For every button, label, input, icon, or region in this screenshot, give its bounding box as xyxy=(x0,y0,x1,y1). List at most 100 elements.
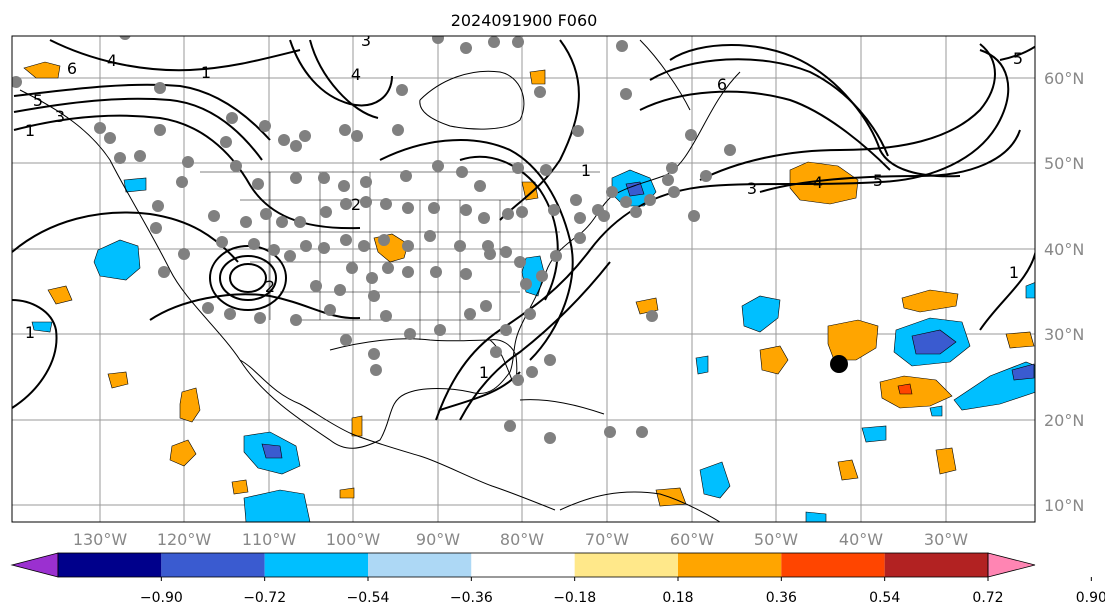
cold-anomaly xyxy=(1025,282,1035,299)
contour-label: 2 xyxy=(265,277,275,296)
station-dot xyxy=(378,234,390,246)
station-dot xyxy=(512,162,524,174)
station-dot xyxy=(318,242,330,254)
colorbar-segment xyxy=(264,553,368,577)
station-dot xyxy=(724,144,736,156)
station-dot xyxy=(290,172,302,184)
station-dot xyxy=(158,266,170,278)
station-dot xyxy=(544,354,556,366)
warm-anomaly xyxy=(351,415,363,437)
station-dot xyxy=(604,426,616,438)
station-dot xyxy=(432,160,444,172)
hudson-bay xyxy=(419,70,525,130)
latitude-label: 40°N xyxy=(1044,240,1084,259)
warm-anomaly xyxy=(231,479,249,495)
colorbar-segment xyxy=(161,553,265,577)
latitude-label: 30°N xyxy=(1044,325,1084,344)
colorbar-tick-label: −0.72 xyxy=(243,590,286,606)
warm-anomaly xyxy=(1005,331,1035,349)
station-dot xyxy=(320,206,332,218)
station-dot xyxy=(382,262,394,274)
colorbar-segment xyxy=(884,553,988,577)
station-dot xyxy=(620,88,632,100)
station-dot xyxy=(360,196,372,208)
cold-anomaly xyxy=(699,461,731,499)
colorbar-segment xyxy=(471,553,575,577)
contour-label: 3 xyxy=(747,179,757,198)
closed-low xyxy=(209,245,287,311)
station-dot xyxy=(646,310,658,322)
station-dot xyxy=(574,212,586,224)
station-dot xyxy=(685,129,697,141)
figure-title: 2024091900 F060 xyxy=(451,11,598,30)
station-dot xyxy=(434,324,446,336)
station-dot xyxy=(260,208,272,220)
colorbar-tick-label: −0.18 xyxy=(553,590,596,606)
station-dot xyxy=(318,172,330,184)
station-dot xyxy=(536,270,548,282)
station-dot xyxy=(540,164,552,176)
station-dot xyxy=(224,308,236,320)
warm-anomaly xyxy=(23,61,61,79)
station-dot xyxy=(402,240,414,252)
cold-anomaly xyxy=(31,321,53,333)
mexico-coast xyxy=(239,359,556,511)
longitude-label: 40°W xyxy=(839,530,883,549)
contour-label: 6 xyxy=(717,75,727,94)
station-dot xyxy=(299,130,311,142)
station-dot xyxy=(300,240,312,252)
station-dot xyxy=(360,176,372,188)
latitude-label: 20°N xyxy=(1044,411,1084,430)
longitude-label: 90°W xyxy=(416,530,460,549)
cuba xyxy=(519,399,605,415)
station-dot xyxy=(154,82,166,94)
station-dot xyxy=(644,194,656,206)
station-dot xyxy=(252,178,264,190)
graticule xyxy=(12,36,1035,522)
station-dot xyxy=(430,266,442,278)
warm-anomaly xyxy=(529,69,546,85)
contour-label: 4 xyxy=(813,173,823,192)
anomaly-shading xyxy=(23,61,1035,522)
colorbar-segment xyxy=(678,553,782,577)
station-dot xyxy=(240,216,252,228)
station-dot xyxy=(606,186,618,198)
station-dot xyxy=(524,308,536,320)
station-dot xyxy=(119,36,131,40)
cold-anomaly xyxy=(911,329,957,355)
cold-anomaly xyxy=(695,355,709,375)
contour-label: 1 xyxy=(25,323,35,342)
station-dot xyxy=(402,266,414,278)
station-dot xyxy=(428,202,440,214)
warm-anomaly xyxy=(935,447,957,475)
longitude-label: 130°W xyxy=(73,530,128,549)
longitude-label: 120°W xyxy=(157,530,212,549)
station-dot xyxy=(392,124,404,136)
station-dot xyxy=(12,76,22,88)
colorbar-tick-label: −0.54 xyxy=(347,590,390,606)
warm-anomaly xyxy=(339,487,355,499)
warm-anomaly xyxy=(879,375,953,409)
warm-anomaly xyxy=(837,459,859,481)
station-dot xyxy=(460,204,472,216)
station-dot xyxy=(380,310,392,322)
station-dot xyxy=(620,196,632,208)
longitude-label: 100°W xyxy=(326,530,381,549)
station-dot xyxy=(150,222,162,234)
station-dot xyxy=(668,186,680,198)
station-dot xyxy=(570,194,582,206)
cold-anomaly xyxy=(261,443,283,459)
coastlines xyxy=(19,39,741,522)
warm-anomaly xyxy=(107,371,129,389)
station-dot xyxy=(338,180,350,192)
warm-anomaly xyxy=(759,345,789,375)
station-dot xyxy=(220,136,232,148)
contour-label: 1 xyxy=(201,63,211,82)
station-markers xyxy=(12,36,736,444)
station-dot xyxy=(480,300,492,312)
station-dot xyxy=(324,304,336,316)
greenland-coast xyxy=(639,39,691,111)
station-dot xyxy=(478,212,490,224)
latitude-label: 60°N xyxy=(1044,69,1084,88)
